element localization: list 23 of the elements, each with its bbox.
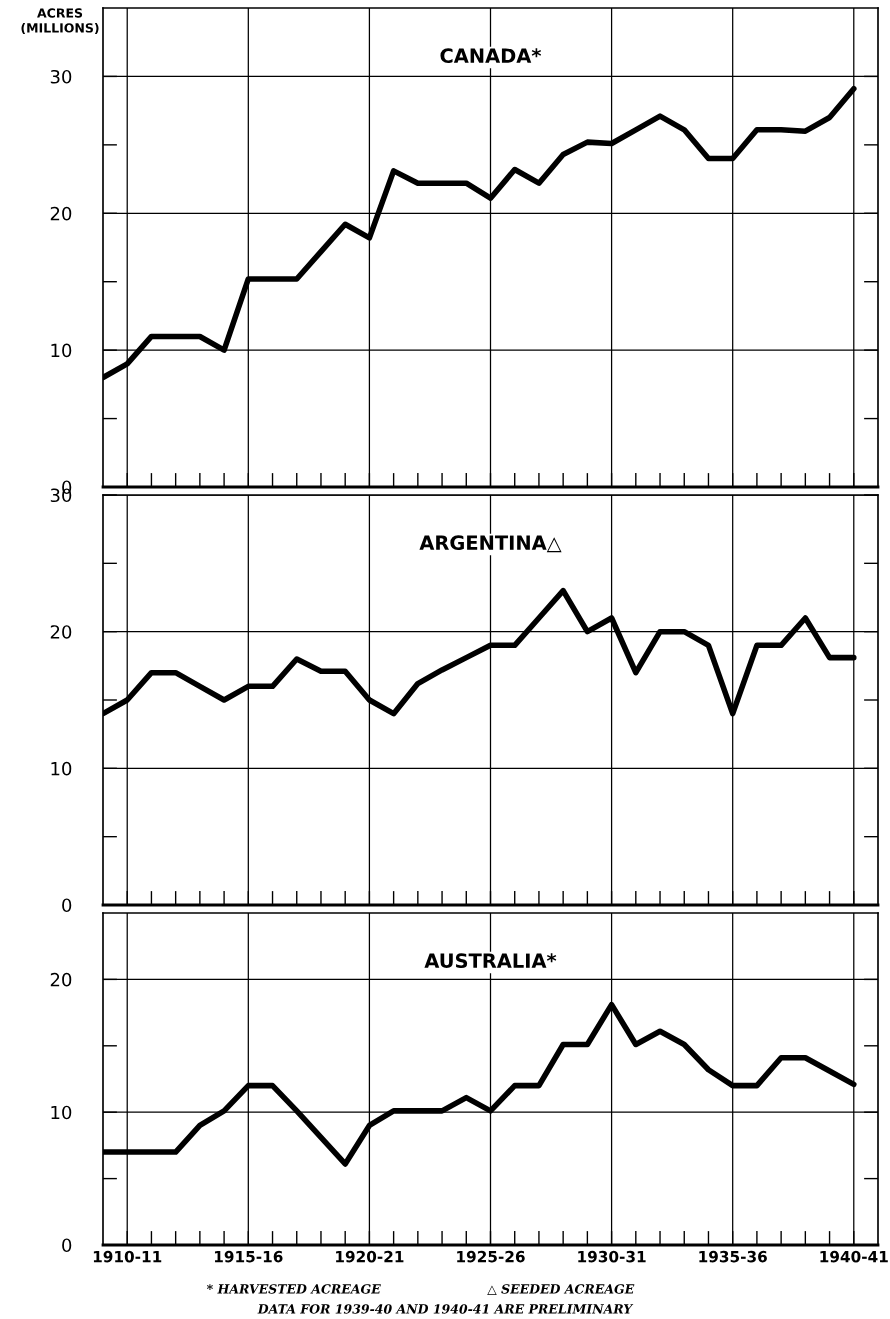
x-tick-label: 1935-36 <box>699 1250 767 1263</box>
x-tick-label: 1925-26 <box>457 1250 525 1263</box>
text: * HARVESTED ACREAGE <box>206 1284 381 1294</box>
x-tick-label: 1915-16 <box>214 1250 283 1263</box>
y-tick-label: 20 <box>50 625 72 639</box>
text: △ SEEDED ACREAGE <box>487 1284 635 1295</box>
y-tick-label: 0 <box>62 1238 72 1253</box>
y-tick-label: 20 <box>50 972 72 987</box>
y-tick-label: 10 <box>51 1105 72 1120</box>
text: CANADA* <box>440 48 542 64</box>
text: ARGENTINA△ <box>419 535 562 553</box>
y-tick-label: 10 <box>51 343 72 358</box>
y-axis-title: ACRES (MILLIONS) <box>21 8 99 35</box>
x-tick-label: 1920-21 <box>336 1250 404 1263</box>
y-tick-label: 0 <box>62 898 72 913</box>
text: DATA FOR 1939-40 AND 1940-41 ARE PRELIMINARY <box>257 1304 634 1314</box>
y-tick-label: 20 <box>50 206 72 221</box>
y-tick-label: 10 <box>51 761 72 776</box>
x-tick-label: 1930-31 <box>578 1250 646 1263</box>
x-tick-label: 1910-11 <box>93 1250 162 1263</box>
y-tick-label: 30 <box>50 69 72 84</box>
x-tick-label: 1940-41 <box>820 1250 888 1263</box>
text: AUSTRALIA* <box>424 953 557 969</box>
